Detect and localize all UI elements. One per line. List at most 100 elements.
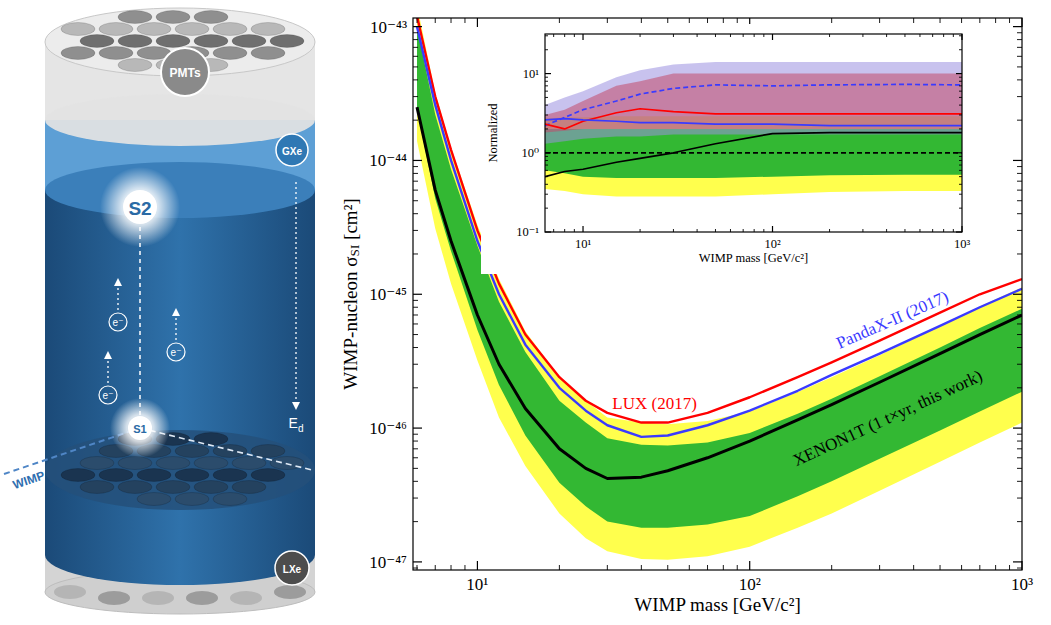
s2-glow	[100, 167, 180, 247]
y-axis-subscript: SI	[347, 245, 362, 257]
pmt	[251, 23, 285, 36]
minor-tick	[413, 253, 418, 254]
band	[545, 62, 962, 144]
pmt	[99, 469, 133, 482]
minor-tick	[913, 565, 914, 570]
y-tick	[413, 561, 422, 562]
minor-tick	[1017, 166, 1022, 167]
pmt	[80, 481, 114, 494]
minor-tick	[545, 165, 548, 166]
pmt	[156, 457, 190, 470]
y-tick	[545, 152, 551, 153]
y-tick	[1013, 26, 1022, 27]
minor-tick	[545, 105, 548, 106]
pmt	[118, 481, 152, 494]
minor-tick	[743, 34, 744, 37]
minor-tick	[417, 18, 418, 23]
x-tick-label: 10²	[739, 575, 761, 594]
minor-tick	[940, 565, 941, 570]
minor-tick	[574, 34, 575, 37]
x-tick	[749, 561, 750, 570]
y-tick	[413, 427, 422, 428]
minor-tick	[574, 229, 575, 232]
line	[545, 119, 962, 126]
top-cap	[45, 94, 315, 146]
minor-tick	[1017, 200, 1022, 201]
minor-tick	[413, 314, 418, 315]
y-axis-title: Normalized	[486, 103, 500, 163]
minor-tick	[413, 32, 418, 33]
pmt	[54, 585, 86, 599]
minor-tick	[607, 18, 608, 23]
minor-tick	[545, 77, 548, 78]
minor-tick	[413, 39, 418, 40]
minor-tick	[959, 208, 962, 209]
minor-tick	[919, 34, 920, 37]
minor-tick	[413, 120, 418, 121]
minor-tick	[413, 347, 418, 348]
gxe-badge	[276, 134, 308, 166]
minor-tick	[723, 565, 724, 570]
minor-tick	[413, 230, 418, 231]
main-chart: 10¹10²10³10⁻⁴⁷10⁻⁴⁶10⁻⁴⁵10⁻⁴⁴10⁻⁴³WIMP m…	[340, 5, 1034, 615]
minor-tick	[545, 156, 548, 157]
y-tick	[545, 231, 551, 232]
minor-tick	[1017, 457, 1022, 458]
pmt	[99, 47, 133, 60]
pmt	[137, 23, 171, 36]
s1-label: S1	[133, 423, 146, 435]
minor-tick	[730, 34, 731, 37]
x-axis-title: WIMP mass [GeV/c²]	[699, 251, 809, 265]
minor-tick	[1017, 347, 1022, 348]
y-tick	[1013, 561, 1022, 562]
minor-tick	[640, 34, 641, 37]
x-tick-label: 10¹	[466, 575, 488, 594]
minor-tick	[435, 18, 436, 23]
minor-tick	[413, 481, 418, 482]
minor-tick	[1017, 441, 1022, 442]
minor-tick	[959, 85, 962, 86]
minor-tick	[959, 49, 962, 50]
minor-tick	[1017, 66, 1022, 67]
minor-tick	[886, 34, 887, 37]
minor-tick	[640, 229, 641, 232]
minor-tick	[413, 213, 418, 214]
minor-tick	[1017, 448, 1022, 449]
field-label: E	[289, 415, 298, 431]
minor-tick	[413, 79, 418, 80]
minor-tick	[959, 105, 962, 106]
band	[417, 18, 1022, 560]
drift-path	[139, 222, 141, 415]
wimp-label: WIMP	[11, 468, 46, 492]
minor-tick	[959, 156, 962, 157]
minor-tick	[545, 170, 548, 171]
minor-tick	[1009, 565, 1010, 570]
minor-tick	[959, 91, 962, 92]
minor-tick	[932, 34, 933, 37]
line	[545, 152, 962, 154]
pmt	[194, 11, 228, 24]
minor-tick	[1017, 32, 1022, 33]
minor-tick	[564, 34, 565, 37]
pmt	[175, 493, 209, 506]
pmt	[61, 47, 95, 60]
y-tick	[956, 231, 962, 232]
y-axis-title: WIMP-nucleon σ	[340, 256, 361, 389]
minor-tick	[413, 334, 418, 335]
pmt	[230, 591, 262, 605]
y-tick-label: 10⁻⁴³	[370, 18, 407, 37]
minor-tick	[564, 229, 565, 232]
line	[545, 133, 962, 177]
electron-label: e⁻	[113, 317, 124, 328]
minor-tick	[545, 114, 548, 115]
series-label: PandaX-II (2017)	[833, 287, 951, 353]
minor-tick	[707, 565, 708, 570]
minor-tick	[413, 568, 418, 569]
electron-drift	[175, 312, 176, 340]
line	[417, 18, 1022, 423]
electron-label: e⁻	[103, 390, 114, 401]
field-subscript: d	[298, 423, 304, 434]
minor-tick	[763, 34, 764, 37]
minor-tick	[1017, 213, 1022, 214]
minor-tick	[913, 18, 914, 23]
